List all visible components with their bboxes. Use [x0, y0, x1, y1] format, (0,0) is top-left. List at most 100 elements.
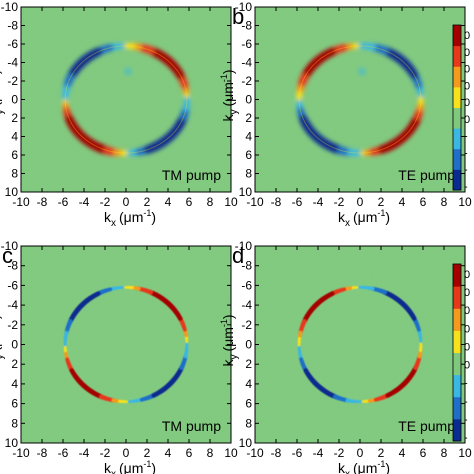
y-tick-label: 2 [11, 357, 18, 371]
y-axis-label: ky(μm-1) [219, 69, 240, 121]
colorbar-swatch [453, 396, 461, 420]
colorbar-tick-label: - [464, 432, 468, 444]
colorbar-tick-label: - [464, 181, 468, 193]
x-tick-label: -2 [334, 446, 345, 460]
noise-texture [255, 7, 465, 192]
x-tick-label: -6 [292, 195, 303, 209]
x-axis-label: kx(μm-1) [338, 208, 390, 229]
colorbar-tick-label: 0 [464, 305, 470, 317]
colorbar-tick-label: - [464, 164, 468, 176]
colorbar-tick-label: 0 [464, 269, 470, 281]
y-tick-label: 0 [11, 93, 18, 107]
x-tick-label: 6 [420, 195, 427, 209]
x-tick-label: 8 [441, 446, 448, 460]
y-tick-label: 4 [245, 377, 252, 391]
x-tick-label: 2 [378, 195, 385, 209]
colorbar-tick-label: 0 [464, 287, 470, 299]
panel-letter: c [2, 243, 13, 268]
colorbar-tick-label: - [464, 396, 468, 408]
panel-annotation: TE pump [398, 418, 455, 434]
colorbar-frame [452, 263, 462, 442]
x-axis-label: kx(μm-1) [104, 459, 156, 474]
x-tick-label: 0 [357, 446, 364, 460]
colorbar-tick-label: 0 [464, 47, 470, 59]
y-tick-label: -8 [7, 259, 18, 273]
y-tick-label: 10 [239, 436, 253, 450]
x-tick-label: 2 [144, 195, 151, 209]
colorbar-swatch [453, 128, 461, 150]
colorbar-tick-label: 0 [464, 341, 470, 353]
y-tick-label: -4 [7, 56, 18, 70]
x-tick-label: 10 [224, 446, 238, 460]
colorbar-swatch [453, 25, 461, 47]
y-tick-label: -10 [235, 239, 253, 253]
colorbar-tick-label: 0 [464, 323, 470, 335]
x-tick-label: -10 [12, 446, 30, 460]
y-tick-label: 2 [245, 111, 252, 125]
ring-signal [297, 285, 423, 404]
colorbar-swatch [453, 286, 461, 309]
colorbar-swatch [453, 169, 461, 191]
ring-signal [296, 42, 424, 157]
x-tick-label: -4 [79, 195, 90, 209]
y-tick-label: 8 [11, 167, 18, 181]
colorbar-frame [452, 24, 462, 191]
colorbar-swatch [453, 86, 461, 108]
ring-signal [62, 42, 190, 157]
x-tick-label: 8 [207, 446, 214, 460]
y-tick-label: -4 [241, 56, 252, 70]
x-tick-label: -8 [271, 446, 282, 460]
y-tick-label: 0 [11, 338, 18, 352]
colorbar-swatch [453, 374, 461, 398]
y-tick-label: 6 [11, 148, 18, 162]
colorbar-tick-label: 0 [464, 360, 470, 372]
x-tick-label: 8 [207, 195, 214, 209]
x-tick-label: 10 [458, 446, 472, 460]
x-tick-label: 10 [224, 195, 238, 209]
panel-annotation: TE pump [398, 167, 455, 183]
colorbar-tick-label: 0 [464, 30, 470, 42]
x-tick-label: 2 [378, 446, 385, 460]
colorbar-swatch [453, 107, 461, 129]
y-tick-label: 10 [5, 436, 19, 450]
y-tick-label: 2 [11, 111, 18, 125]
y-tick-label: 2 [245, 357, 252, 371]
x-tick-label: 6 [420, 446, 427, 460]
colorbar-tick-label: - [464, 378, 468, 390]
x-tick-label: -6 [58, 195, 69, 209]
ring-outline [64, 45, 188, 154]
colorbar-swatch [453, 418, 461, 442]
y-tick-label: -2 [7, 74, 18, 88]
x-tick-label: -4 [313, 195, 324, 209]
y-tick-label: -10 [1, 239, 19, 253]
colorbar-tick-label: - [464, 414, 468, 426]
y-tick-label: -6 [241, 278, 252, 292]
y-tick-label: 8 [245, 416, 252, 430]
y-tick-label: 4 [11, 377, 18, 391]
y-tick-label: -8 [241, 259, 252, 273]
y-tick-label: 0 [245, 338, 252, 352]
y-tick-label: 8 [11, 416, 18, 430]
x-tick-label: 0 [357, 195, 364, 209]
y-tick-label: -4 [7, 298, 18, 312]
y-tick-label: -6 [241, 37, 252, 51]
colorbar-tick-label: 0 [464, 80, 470, 92]
colorbar-tick-label: 0 [464, 97, 470, 109]
x-tick-label: -6 [292, 446, 303, 460]
x-tick-label: -10 [246, 446, 264, 460]
y-tick-label: -6 [7, 278, 18, 292]
y-tick-label: -2 [241, 74, 252, 88]
colorbar-swatch [453, 66, 461, 88]
x-tick-label: -10 [12, 195, 30, 209]
y-tick-label: 4 [11, 130, 18, 144]
panel-letter: d [232, 243, 244, 268]
x-tick-label: 6 [186, 195, 193, 209]
y-tick-label: 6 [11, 397, 18, 411]
x-tick-label: 0 [123, 195, 130, 209]
x-tick-label: 0 [123, 446, 130, 460]
y-tick-label: -2 [7, 318, 18, 332]
